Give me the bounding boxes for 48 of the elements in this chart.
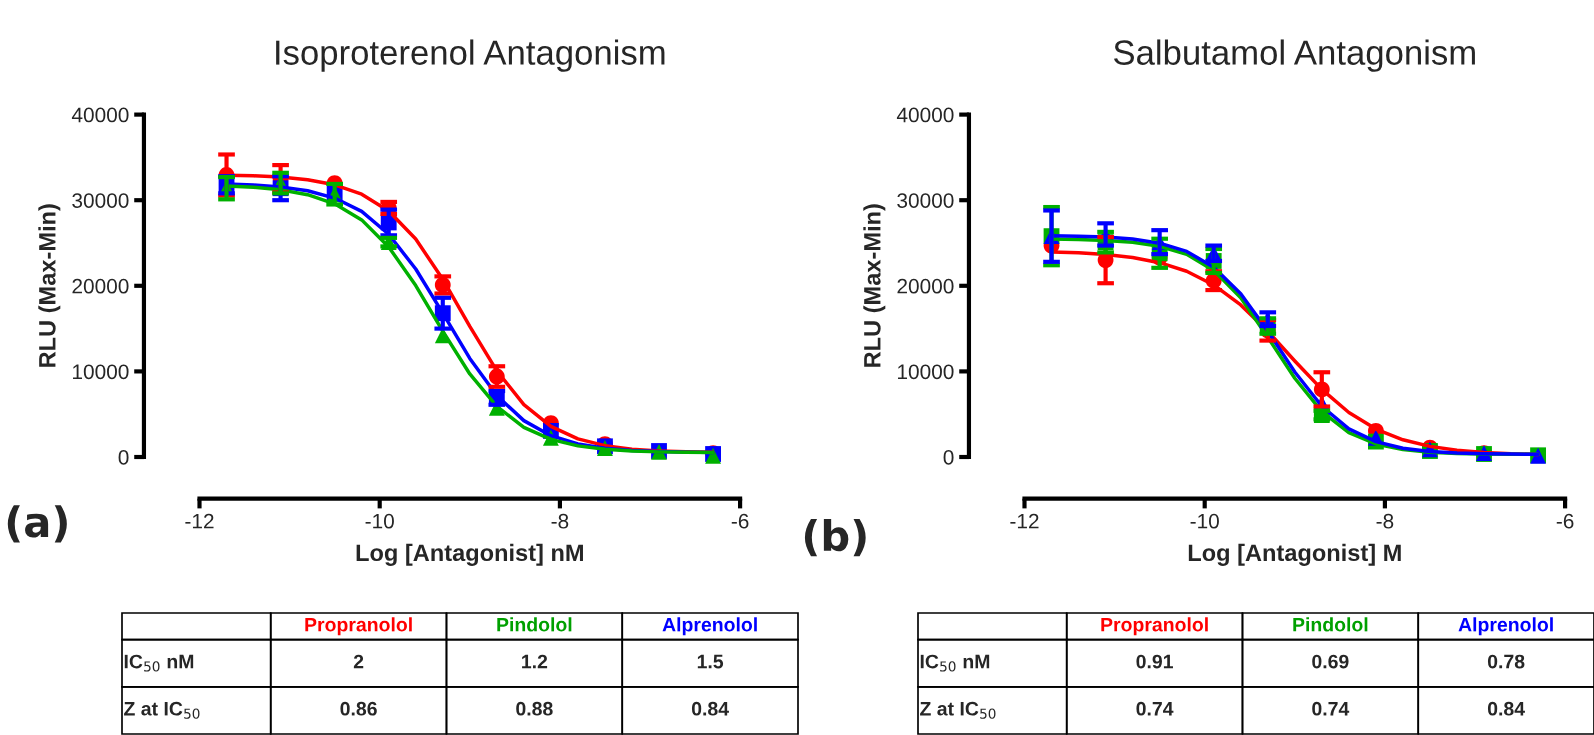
data-label: 0.84: [1487, 701, 1525, 716]
chart-title: Isoproterenol Antagonism: [276, 39, 665, 72]
data-label: 0.86: [340, 701, 377, 716]
x-tick-label: -6: [1556, 513, 1574, 529]
x-tick-label: -8: [551, 513, 569, 529]
x-tick-label: -6: [731, 513, 749, 529]
y-axis-title: RLU (Max-Min): [863, 204, 886, 367]
data-label: 0.78: [1487, 654, 1525, 669]
y-tick-label: 30000: [72, 193, 129, 208]
y-tick-label: 40000: [896, 107, 954, 123]
data-label: 1.2: [522, 654, 548, 669]
y-tick-label: 10000: [73, 364, 129, 380]
chart-title: Salbutamol Antagonism: [1113, 39, 1475, 72]
legend-label: Propranolol: [305, 617, 412, 636]
data-label: 1.5: [697, 654, 724, 669]
y-tick-label: 10000: [898, 364, 954, 380]
text: (a): [7, 505, 67, 543]
y-tick-label: 0: [943, 450, 954, 465]
category-label: IC$_{50}$ nM: [920, 654, 990, 672]
category-label: Z at IC$_{50}$: [920, 701, 996, 719]
y-axis-title: RLU (Max-Min): [38, 204, 61, 367]
y-tick-label: 0: [118, 450, 129, 465]
legend-label: Alprenolol: [662, 617, 757, 636]
x-axis-title: Log [Antagonist] M: [1188, 543, 1401, 566]
data-label: 0.84: [691, 701, 729, 716]
data-label: 0.69: [1312, 654, 1349, 669]
y-tick-label: 20000: [897, 278, 954, 294]
legend-label: Alprenolol: [1458, 617, 1553, 636]
legend-label: Propranolol: [1101, 617, 1208, 636]
text: (b): [804, 519, 866, 557]
data-label: 0.91: [1136, 654, 1173, 669]
x-tick-label: -8: [1376, 513, 1394, 529]
x-tick-label: -12: [1010, 513, 1039, 529]
data-label: 0.88: [516, 701, 553, 716]
x-axis-title: Log [Antagonist] nM: [356, 543, 583, 566]
y-tick-label: 20000: [72, 278, 129, 294]
y-tick-label: 40000: [71, 107, 129, 123]
legend-label: Pindolol: [497, 617, 572, 632]
category-label: Z at IC$_{50}$: [124, 701, 200, 719]
data-label: 0.74: [1312, 701, 1350, 716]
data-label: 0.74: [1136, 701, 1174, 716]
category-label: IC$_{50}$ nM: [124, 654, 194, 672]
x-tick-label: -10: [365, 513, 394, 529]
x-tick-label: -12: [185, 513, 214, 529]
data-label: 2: [353, 654, 364, 669]
x-tick-label: -10: [1190, 513, 1219, 529]
y-tick-label: 30000: [897, 193, 954, 208]
legend-label: Pindolol: [1293, 617, 1368, 632]
